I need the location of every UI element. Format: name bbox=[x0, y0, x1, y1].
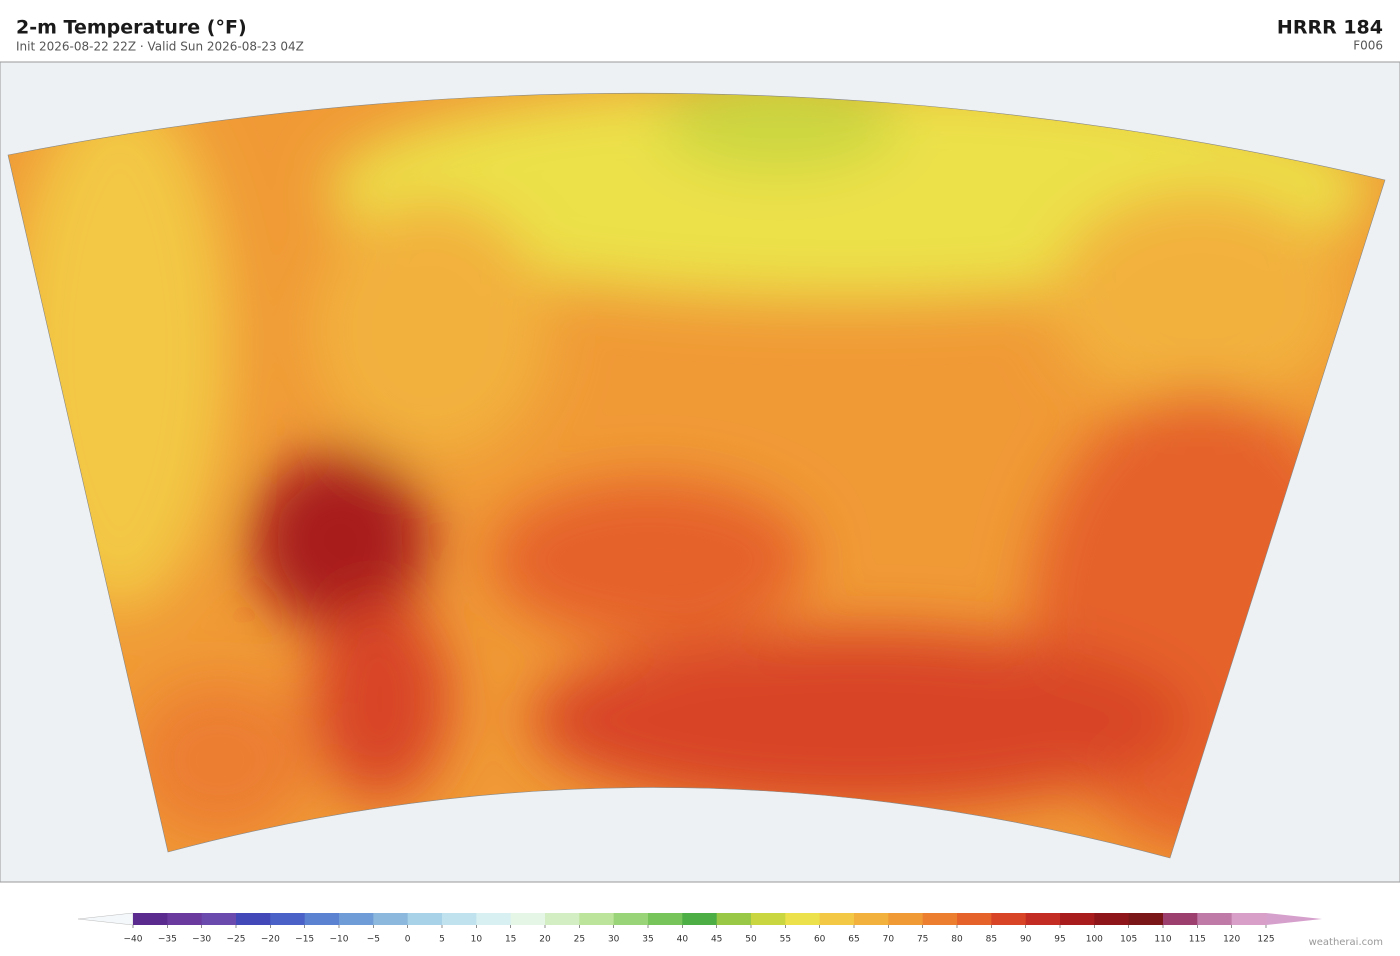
colorbar-segment bbox=[545, 913, 580, 925]
colorbar-segment bbox=[476, 913, 512, 925]
tick-label: −30 bbox=[192, 935, 211, 945]
tick-label: 110 bbox=[1154, 935, 1171, 945]
tick-label: 55 bbox=[780, 935, 791, 945]
colorbar: −40 −35 −30 −25 −20 −15 −10 −5 0 5 10 15 20 25 30 35 40 4… bbox=[77, 912, 1322, 945]
colorbar-under bbox=[77, 912, 134, 926]
colorbar-segment bbox=[751, 913, 786, 925]
tick-label: −15 bbox=[295, 935, 314, 945]
colorbar-segment bbox=[270, 913, 306, 925]
tick-label: 65 bbox=[848, 935, 859, 945]
map bbox=[0, 61, 1400, 883]
colorbar-segment bbox=[613, 913, 649, 925]
colorbar-segment bbox=[339, 913, 374, 925]
colorbar-segment bbox=[201, 913, 237, 925]
colorbar-segment bbox=[991, 913, 1027, 925]
colorbar-segment bbox=[579, 913, 615, 925]
colorbar-segment bbox=[1197, 913, 1233, 925]
tick-label: 100 bbox=[1086, 935, 1103, 945]
tick-label: −25 bbox=[227, 935, 246, 945]
temperature-field bbox=[8, 93, 1385, 858]
tick-label: −10 bbox=[330, 935, 349, 945]
tick-label: 35 bbox=[642, 935, 653, 945]
tick-label: −20 bbox=[261, 935, 280, 945]
tick-label: 40 bbox=[677, 935, 689, 945]
model: HRRR 184 bbox=[1277, 17, 1383, 39]
colorbar-over bbox=[1266, 913, 1322, 925]
tick-label: 10 bbox=[471, 935, 483, 945]
tick-label: 60 bbox=[814, 935, 826, 945]
colorbar-segment bbox=[922, 913, 958, 925]
tick-label: 75 bbox=[917, 935, 928, 945]
colorbar-segment bbox=[1128, 913, 1164, 925]
tick-label: 50 bbox=[745, 935, 757, 945]
tick-label: 20 bbox=[539, 935, 551, 945]
forecast-hour: F006 bbox=[1353, 39, 1383, 53]
tick-label: 25 bbox=[574, 935, 585, 945]
colorbar-segment bbox=[442, 913, 477, 925]
tick-label: 30 bbox=[608, 935, 620, 945]
tick-label: 80 bbox=[951, 935, 963, 945]
tick-label: 5 bbox=[439, 935, 445, 945]
tick-label: 90 bbox=[1020, 935, 1032, 945]
colorbar-segment bbox=[1163, 913, 1198, 925]
colorbar-segment bbox=[1231, 913, 1267, 925]
colorbar-segment bbox=[304, 913, 340, 925]
colorbar-segment bbox=[785, 913, 821, 925]
tick-label: 85 bbox=[986, 935, 997, 945]
colorbar-segment bbox=[648, 913, 683, 925]
colorbar-segment bbox=[236, 913, 271, 925]
tick-label: 95 bbox=[1054, 935, 1065, 945]
colorbar-segment bbox=[1094, 913, 1130, 925]
colorbar-segment bbox=[854, 913, 889, 925]
colorbar-segment bbox=[957, 913, 992, 925]
colorbar-segment bbox=[167, 913, 203, 925]
domain-outline bbox=[7, 92, 1386, 859]
colorbar-segment bbox=[1025, 913, 1061, 925]
tick-label: 45 bbox=[711, 935, 722, 945]
colorbar-segment bbox=[407, 913, 443, 925]
tick-label: −5 bbox=[367, 935, 380, 945]
colorbar-segment bbox=[510, 913, 546, 925]
colorbar-segment bbox=[133, 913, 168, 925]
credit: weatherai.com bbox=[1309, 937, 1383, 948]
tick-label: −35 bbox=[158, 935, 177, 945]
tick-label: 70 bbox=[883, 935, 895, 945]
colorbar-segment bbox=[716, 913, 752, 925]
colorbar-segment bbox=[682, 913, 718, 925]
tick-label: 0 bbox=[405, 935, 411, 945]
tick-label: 125 bbox=[1257, 935, 1274, 945]
colorbar-segment bbox=[888, 913, 924, 925]
subtitle: Init 2026-08-22 22Z · Valid Sun 2026-08-… bbox=[16, 40, 304, 54]
tick-label: 105 bbox=[1120, 935, 1137, 945]
tick-label: 120 bbox=[1223, 935, 1240, 945]
tick-label: 115 bbox=[1189, 935, 1206, 945]
colorbar-segment bbox=[819, 913, 855, 925]
tick-label: 15 bbox=[505, 935, 516, 945]
colorbar-segment bbox=[1060, 913, 1095, 925]
colorbar-segment bbox=[373, 913, 409, 925]
tick-label: −40 bbox=[124, 935, 143, 945]
title: 2-m Temperature (°F) bbox=[16, 17, 247, 39]
